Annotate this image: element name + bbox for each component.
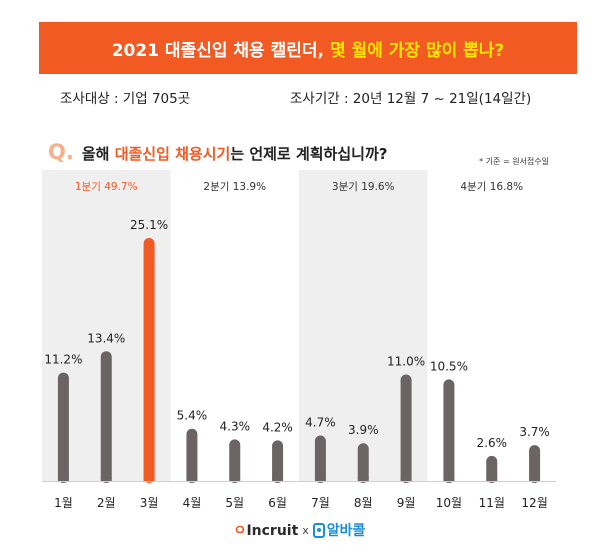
bar-8 bbox=[357, 443, 369, 483]
month-label-2: 2월 bbox=[97, 496, 116, 510]
bar-2 bbox=[100, 351, 112, 483]
month-label-12: 12월 bbox=[521, 496, 547, 510]
month-label-5: 5월 bbox=[225, 496, 244, 510]
month-label-3: 3월 bbox=[140, 496, 159, 510]
data-label-10: 10.5% bbox=[430, 359, 468, 373]
bar-base-6 bbox=[272, 477, 284, 481]
data-label-6: 4.2% bbox=[262, 420, 293, 434]
month-label-11: 11월 bbox=[479, 496, 505, 510]
question-prefix: 올해 bbox=[81, 145, 110, 163]
banner-title: 2021 대졸신입 채용 캘린더, 몇 월에 가장 많이 뽑나? bbox=[39, 22, 577, 74]
month-label-9: 9월 bbox=[397, 496, 416, 510]
bar-11 bbox=[486, 455, 498, 483]
quarter-label-2: 2분기 13.9% bbox=[203, 181, 266, 193]
month-label-4: 4월 bbox=[183, 496, 202, 510]
data-label-11: 2.6% bbox=[477, 436, 508, 450]
bar-base-10 bbox=[443, 477, 455, 481]
bar-base-8 bbox=[357, 477, 369, 481]
albacall-icon bbox=[312, 522, 325, 538]
bar-7 bbox=[314, 435, 326, 483]
incruit-logo: ㅇIncruit bbox=[233, 523, 299, 539]
question-highlight: 대졸신입 채용시기 bbox=[114, 145, 231, 163]
data-label-9: 11.0% bbox=[387, 355, 425, 369]
bar-12 bbox=[529, 445, 541, 483]
data-label-3: 25.1% bbox=[130, 218, 168, 232]
question-mark-label: Q. bbox=[48, 140, 74, 164]
bar-base-12 bbox=[529, 477, 541, 481]
month-label-8: 8월 bbox=[354, 496, 373, 510]
data-label-5: 4.3% bbox=[220, 419, 251, 433]
bar-10 bbox=[443, 379, 455, 483]
banner-title-highlight: 몇 월에 가장 많이 뽑나? bbox=[330, 40, 505, 61]
survey-period: 조사기간 : 20년 12월 7 ~ 21일(14일간) bbox=[290, 91, 532, 107]
bar-base-11 bbox=[486, 477, 498, 481]
bar-base-9 bbox=[400, 477, 412, 481]
albacall-logo: 알바콜 bbox=[312, 520, 365, 540]
data-label-4: 5.4% bbox=[177, 409, 208, 423]
bar-base-3 bbox=[143, 477, 155, 481]
data-label-1: 11.2% bbox=[44, 353, 82, 367]
logo-separator: x bbox=[302, 523, 309, 537]
quarter-label-3: 3분기 19.6% bbox=[332, 181, 395, 193]
bar-5 bbox=[229, 439, 241, 483]
data-label-2: 13.4% bbox=[87, 331, 125, 345]
bar-base-1 bbox=[57, 477, 69, 481]
bar-base-2 bbox=[100, 477, 112, 481]
question: Q. 올해 대졸신입 채용시기는 언제로 계획하십니까? bbox=[48, 140, 387, 164]
bar-1 bbox=[57, 372, 69, 483]
bar-9 bbox=[400, 374, 412, 483]
basis-note: * 기준 = 원서접수일 bbox=[479, 157, 549, 166]
data-label-7: 4.7% bbox=[305, 415, 336, 429]
month-label-10: 10월 bbox=[436, 496, 462, 510]
data-label-8: 3.9% bbox=[348, 423, 379, 437]
month-label-7: 7월 bbox=[311, 496, 330, 510]
bar-base-5 bbox=[229, 477, 241, 481]
bar-3 bbox=[143, 238, 155, 483]
bar-6 bbox=[272, 440, 284, 483]
bar-4 bbox=[186, 428, 198, 483]
bar-base-4 bbox=[186, 477, 198, 481]
month-label-6: 6월 bbox=[268, 496, 287, 510]
logos: ㅇIncruit x 알바콜 bbox=[0, 520, 599, 540]
month-label-1: 1월 bbox=[54, 496, 73, 510]
data-label-12: 3.7% bbox=[519, 425, 550, 439]
banner-title-main: 2021 대졸신입 채용 캘린더, bbox=[111, 40, 324, 61]
quarter-label-1: 1분기 49.7% bbox=[75, 181, 138, 193]
question-suffix: 는 언제로 계획하십니까? bbox=[230, 145, 388, 163]
quarter-label-4: 4분기 16.8% bbox=[460, 181, 523, 193]
survey-target: 조사대상 : 기업 705곳 bbox=[60, 91, 191, 107]
bar-base-7 bbox=[314, 477, 326, 481]
